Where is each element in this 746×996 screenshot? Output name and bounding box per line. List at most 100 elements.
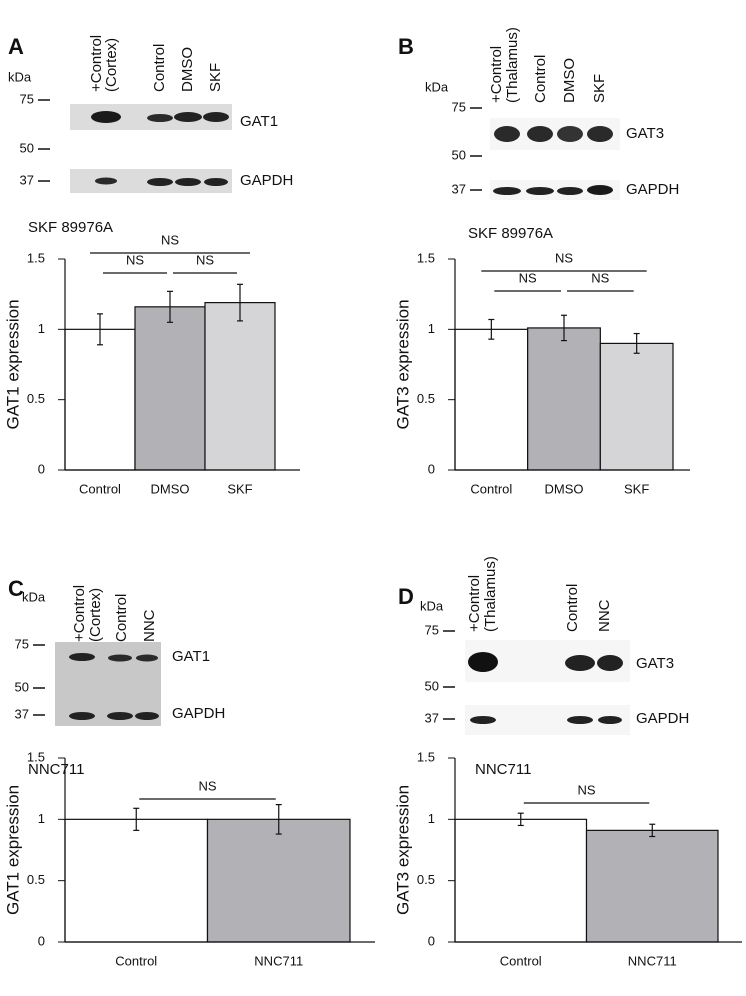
bar — [206, 818, 351, 943]
x-tick-label: SKF — [624, 481, 649, 496]
kda-label: kDa — [420, 598, 444, 613]
panel-letter: B — [398, 34, 414, 59]
x-tick-label: NNC711 — [628, 953, 677, 968]
protein-label: GAT3 — [636, 655, 674, 672]
y-axis-label: GAT1 expression — [3, 785, 22, 915]
y-tick-label: 1 — [38, 321, 45, 336]
comparison-label: NS — [591, 270, 609, 285]
blot-band — [598, 716, 622, 724]
protein-label: GAPDH — [172, 705, 225, 722]
blot-band — [69, 712, 95, 720]
blot-band — [557, 187, 583, 195]
x-tick-label: DMSO — [545, 481, 584, 496]
y-axis-label: GAT3 expression — [393, 785, 412, 915]
bar — [454, 328, 529, 471]
protein-label: GAPDH — [626, 181, 679, 198]
blot-band — [69, 653, 95, 661]
comparison-label: NS — [196, 252, 214, 267]
marker-label: 75 — [425, 622, 439, 637]
bar — [134, 306, 206, 471]
comparison-label: NS — [577, 782, 595, 797]
y-tick-label: 1.5 — [417, 749, 435, 764]
protein-label: GAPDH — [240, 172, 293, 189]
lane-label: Control — [532, 55, 549, 103]
lane-label: DMSO — [561, 58, 578, 103]
lane-label: (Thalamus) — [504, 27, 521, 103]
marker-label: 75 — [452, 99, 466, 114]
lane-label: +Control — [488, 46, 505, 103]
comparison-label: NS — [161, 232, 179, 247]
blot-band — [567, 716, 593, 724]
x-tick-label: Control — [470, 481, 512, 496]
marker-label: 50 — [15, 679, 29, 694]
kda-label: kDa — [8, 69, 32, 84]
chart-title: SKF 89976A — [468, 225, 553, 242]
marker-label: 50 — [20, 140, 34, 155]
lane-label: DMSO — [179, 47, 196, 92]
blot-band — [107, 712, 133, 720]
lane-label: Control — [564, 584, 581, 632]
x-tick-label: NNC711 — [254, 953, 303, 968]
y-tick-label: 0 — [428, 461, 435, 476]
y-tick-label: 1 — [428, 811, 435, 826]
lane-label: Control — [151, 44, 168, 92]
bar — [204, 302, 276, 471]
y-axis-label: GAT1 expression — [3, 299, 22, 429]
lane-label: +Control — [71, 585, 88, 642]
blot-band — [494, 126, 520, 142]
bar — [599, 342, 674, 471]
bar — [527, 327, 601, 471]
protein-label: GAT1 — [172, 648, 210, 665]
blot-band — [557, 126, 583, 142]
lane-label: (Thalamus) — [482, 556, 499, 632]
blot-band — [203, 112, 229, 122]
blot-band — [526, 187, 554, 195]
blot-band — [597, 655, 623, 671]
lane-label: (Cortex) — [87, 588, 104, 642]
x-tick-label: Control — [79, 481, 121, 496]
blot-band — [136, 654, 158, 662]
y-tick-label: 0.5 — [27, 872, 45, 887]
blot-band — [174, 112, 202, 122]
blot-band — [470, 716, 496, 724]
marker-label: 37 — [452, 181, 466, 196]
y-tick-label: 1.5 — [27, 250, 45, 265]
panel-letter: A — [8, 34, 24, 59]
comparison-label: NS — [198, 778, 216, 793]
blot-band — [527, 126, 553, 142]
comparison-label: NS — [519, 270, 537, 285]
kda-label: kDa — [22, 589, 46, 604]
marker-label: 75 — [15, 636, 29, 651]
x-tick-label: SKF — [227, 481, 252, 496]
y-tick-label: 0 — [38, 461, 45, 476]
bar — [454, 818, 588, 943]
y-tick-label: 0.5 — [27, 391, 45, 406]
panel-letter: D — [398, 584, 414, 609]
blot-band — [468, 652, 498, 672]
lane-label: SKF — [207, 63, 224, 92]
protein-label: GAPDH — [636, 710, 689, 727]
blot-band — [204, 178, 228, 186]
lane-label: +Control — [466, 575, 483, 632]
y-tick-label: 1 — [428, 321, 435, 336]
protein-label: GAT1 — [240, 113, 278, 130]
lane-label: NNC — [141, 609, 158, 642]
bar — [64, 328, 136, 471]
marker-label: 37 — [15, 706, 29, 721]
marker-label: 37 — [20, 172, 34, 187]
x-tick-label: Control — [115, 953, 157, 968]
lane-label: (Cortex) — [103, 38, 120, 92]
panel-letter: C — [8, 576, 24, 601]
y-tick-label: 1.5 — [27, 749, 45, 764]
blot-band — [175, 178, 201, 186]
y-tick-label: 0.5 — [417, 391, 435, 406]
chart-title: NNC711 — [475, 761, 531, 778]
y-tick-label: 0 — [428, 933, 435, 948]
comparison-label: NS — [126, 252, 144, 267]
bar — [64, 818, 209, 943]
blot-band — [587, 185, 613, 195]
marker-label: 50 — [425, 678, 439, 693]
blot-band — [147, 178, 173, 186]
chart-title: NNC711 — [28, 761, 84, 778]
